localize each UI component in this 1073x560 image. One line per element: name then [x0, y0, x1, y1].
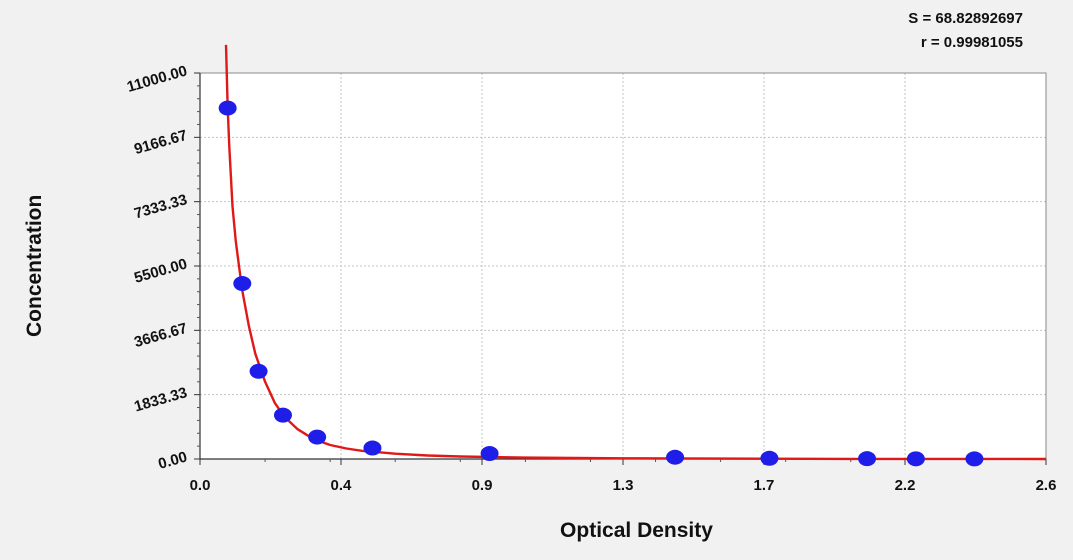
x-axis-label: Optical Density	[560, 519, 713, 542]
stat-s-value: S = 68.82892697	[908, 10, 1023, 27]
y-tick-label: 1833.33	[132, 384, 189, 415]
x-tick-label: 1.7	[754, 477, 775, 494]
y-tick-label: 7333.33	[132, 191, 189, 222]
data-point	[273, 407, 292, 423]
y-tick-label: 9166.67	[132, 127, 189, 158]
x-tick-label: 1.3	[613, 477, 634, 494]
x-tick-label: 0.9	[472, 477, 493, 494]
data-point	[480, 446, 499, 462]
data-point	[308, 429, 327, 445]
x-tick-label: 2.6	[1036, 477, 1057, 494]
y-tick-label: 0.00	[156, 449, 189, 473]
data-point	[906, 451, 925, 467]
x-tick-label: 0.4	[331, 477, 353, 494]
data-point	[858, 451, 877, 467]
data-point	[233, 276, 252, 292]
data-point	[760, 450, 779, 466]
x-tick-label: 2.2	[895, 477, 916, 494]
y-tick-label: 5500.00	[132, 256, 189, 287]
y-tick-label: 11000.00	[125, 63, 189, 96]
fit-curve-layer	[224, 44, 1047, 461]
y-axis-label: Concentration	[23, 194, 46, 337]
stat-r-value: r = 0.99981055	[920, 34, 1023, 51]
data-point	[666, 449, 685, 465]
fit-curve	[224, 44, 1047, 461]
data-point	[965, 451, 984, 467]
data-point	[363, 440, 382, 456]
data-points-layer	[218, 100, 984, 467]
y-tick-label: 3666.67	[132, 320, 189, 351]
grid	[200, 73, 1046, 459]
data-point	[218, 100, 237, 116]
data-point	[249, 363, 268, 379]
x-tick-label: 0.0	[190, 477, 211, 494]
